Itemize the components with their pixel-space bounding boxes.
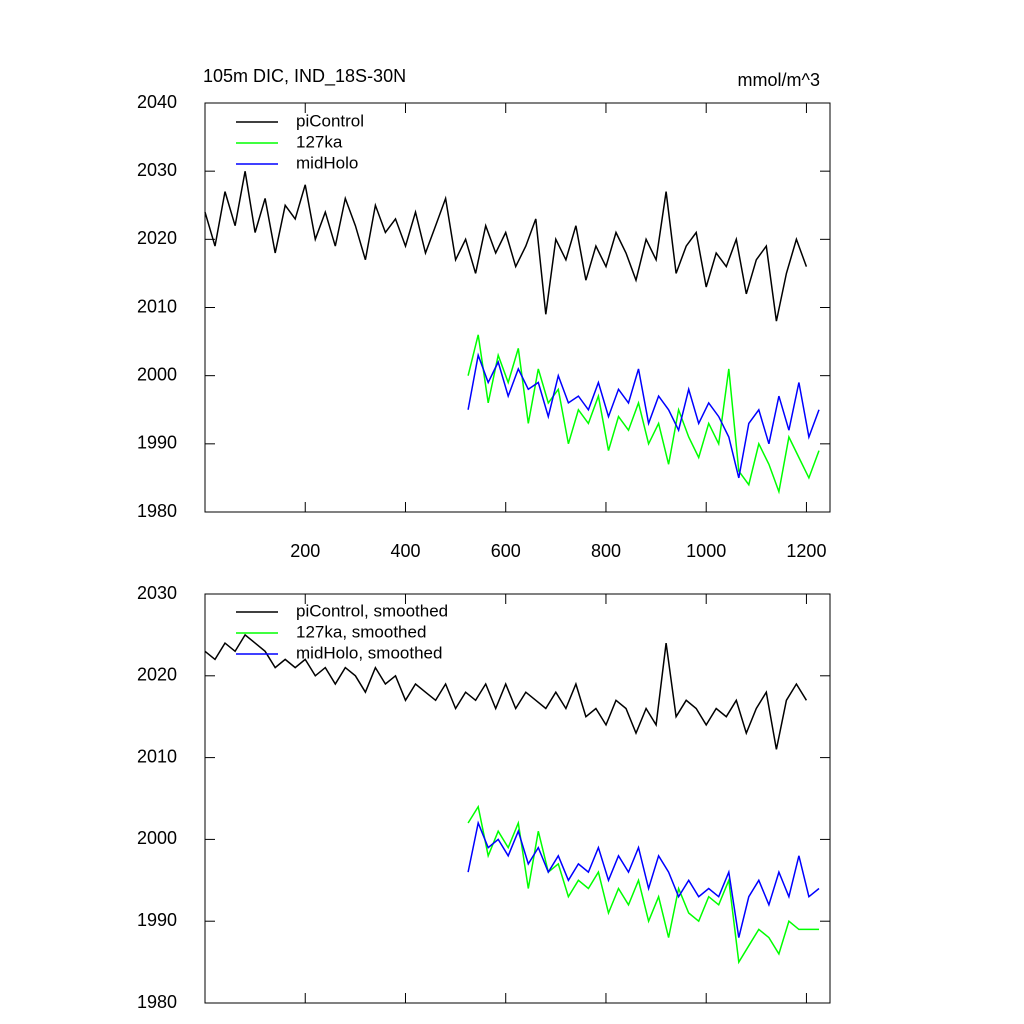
legend-label: piControl xyxy=(296,111,364,130)
series-line xyxy=(204,633,808,750)
x-tick-label: 800 xyxy=(591,541,621,561)
series-line xyxy=(467,352,820,479)
y-tick-label: 2010 xyxy=(137,746,177,766)
y-tick-label: 2020 xyxy=(137,665,177,685)
series-line xyxy=(204,171,808,322)
y-tick-label: 2000 xyxy=(137,828,177,848)
y-tick-label: 1990 xyxy=(137,433,177,453)
legend-label: 127ka xyxy=(296,132,343,151)
legend-label: midHolo, smoothed xyxy=(296,643,442,662)
y-tick-label: 2000 xyxy=(137,364,177,384)
x-tick-label: 600 xyxy=(491,541,521,561)
legend-label: piControl, smoothed xyxy=(296,601,448,620)
plot-frame xyxy=(204,593,831,1004)
legend-label: midHolo xyxy=(296,153,358,172)
series-line xyxy=(467,804,819,965)
y-tick-label: 2030 xyxy=(137,583,177,603)
legend-label: 127ka, smoothed xyxy=(296,622,426,641)
x-tick-label: 200 xyxy=(290,541,320,561)
y-tick-label: 2010 xyxy=(137,296,177,316)
x-tick-label: 400 xyxy=(390,541,420,561)
y-tick-label: 2030 xyxy=(137,160,177,180)
y-tick-label: 2040 xyxy=(137,92,177,112)
y-tick-label: 1980 xyxy=(137,992,177,1012)
y-tick-label: 2020 xyxy=(137,228,177,248)
chart-title: 105m DIC, IND_18S-30N xyxy=(203,66,406,87)
units-label: mmol/m^3 xyxy=(738,70,820,90)
series-line xyxy=(467,334,820,495)
x-tick-label: 1000 xyxy=(686,541,726,561)
x-tick-label: 1200 xyxy=(786,541,826,561)
series-line xyxy=(467,820,820,938)
y-tick-label: 1980 xyxy=(137,501,177,521)
y-tick-label: 1990 xyxy=(137,910,177,930)
